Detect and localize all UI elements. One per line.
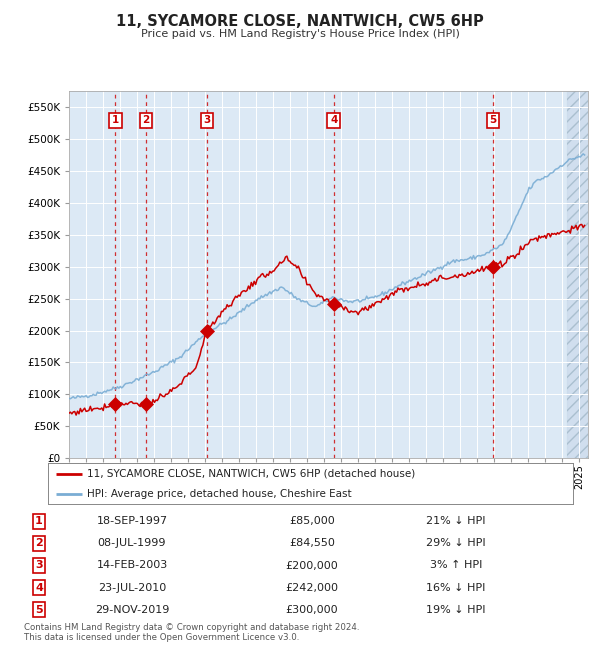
Text: HPI: Average price, detached house, Cheshire East: HPI: Average price, detached house, Ches…	[88, 489, 352, 499]
Text: £85,000: £85,000	[289, 516, 335, 526]
Text: 2: 2	[142, 116, 149, 125]
Text: 4: 4	[330, 116, 337, 125]
Text: 5: 5	[490, 116, 497, 125]
Text: £300,000: £300,000	[286, 604, 338, 615]
Text: 1: 1	[112, 116, 119, 125]
Text: £200,000: £200,000	[286, 560, 338, 571]
Text: 4: 4	[35, 582, 43, 593]
Text: £242,000: £242,000	[286, 582, 338, 593]
Text: 11, SYCAMORE CLOSE, NANTWICH, CW5 6HP: 11, SYCAMORE CLOSE, NANTWICH, CW5 6HP	[116, 14, 484, 29]
Text: 3% ↑ HPI: 3% ↑ HPI	[430, 560, 482, 571]
Text: 16% ↓ HPI: 16% ↓ HPI	[427, 582, 485, 593]
Text: 11, SYCAMORE CLOSE, NANTWICH, CW5 6HP (detached house): 11, SYCAMORE CLOSE, NANTWICH, CW5 6HP (d…	[88, 469, 416, 478]
Text: 08-JUL-1999: 08-JUL-1999	[98, 538, 166, 549]
Text: 3: 3	[35, 560, 43, 571]
Bar	[567, 91, 588, 458]
Text: Price paid vs. HM Land Registry's House Price Index (HPI): Price paid vs. HM Land Registry's House …	[140, 29, 460, 38]
Text: £84,550: £84,550	[289, 538, 335, 549]
Text: Contains HM Land Registry data © Crown copyright and database right 2024.
This d: Contains HM Land Registry data © Crown c…	[24, 623, 359, 642]
Text: 21% ↓ HPI: 21% ↓ HPI	[426, 516, 486, 526]
Text: 19% ↓ HPI: 19% ↓ HPI	[426, 604, 486, 615]
Text: 14-FEB-2003: 14-FEB-2003	[97, 560, 167, 571]
Text: 29% ↓ HPI: 29% ↓ HPI	[426, 538, 486, 549]
Text: 3: 3	[203, 116, 211, 125]
Bar	[567, 91, 588, 458]
Text: 2: 2	[35, 538, 43, 549]
Text: 29-NOV-2019: 29-NOV-2019	[95, 604, 169, 615]
Text: 23-JUL-2010: 23-JUL-2010	[98, 582, 166, 593]
Text: 1: 1	[35, 516, 43, 526]
Text: 18-SEP-1997: 18-SEP-1997	[97, 516, 167, 526]
Text: 5: 5	[35, 604, 43, 615]
